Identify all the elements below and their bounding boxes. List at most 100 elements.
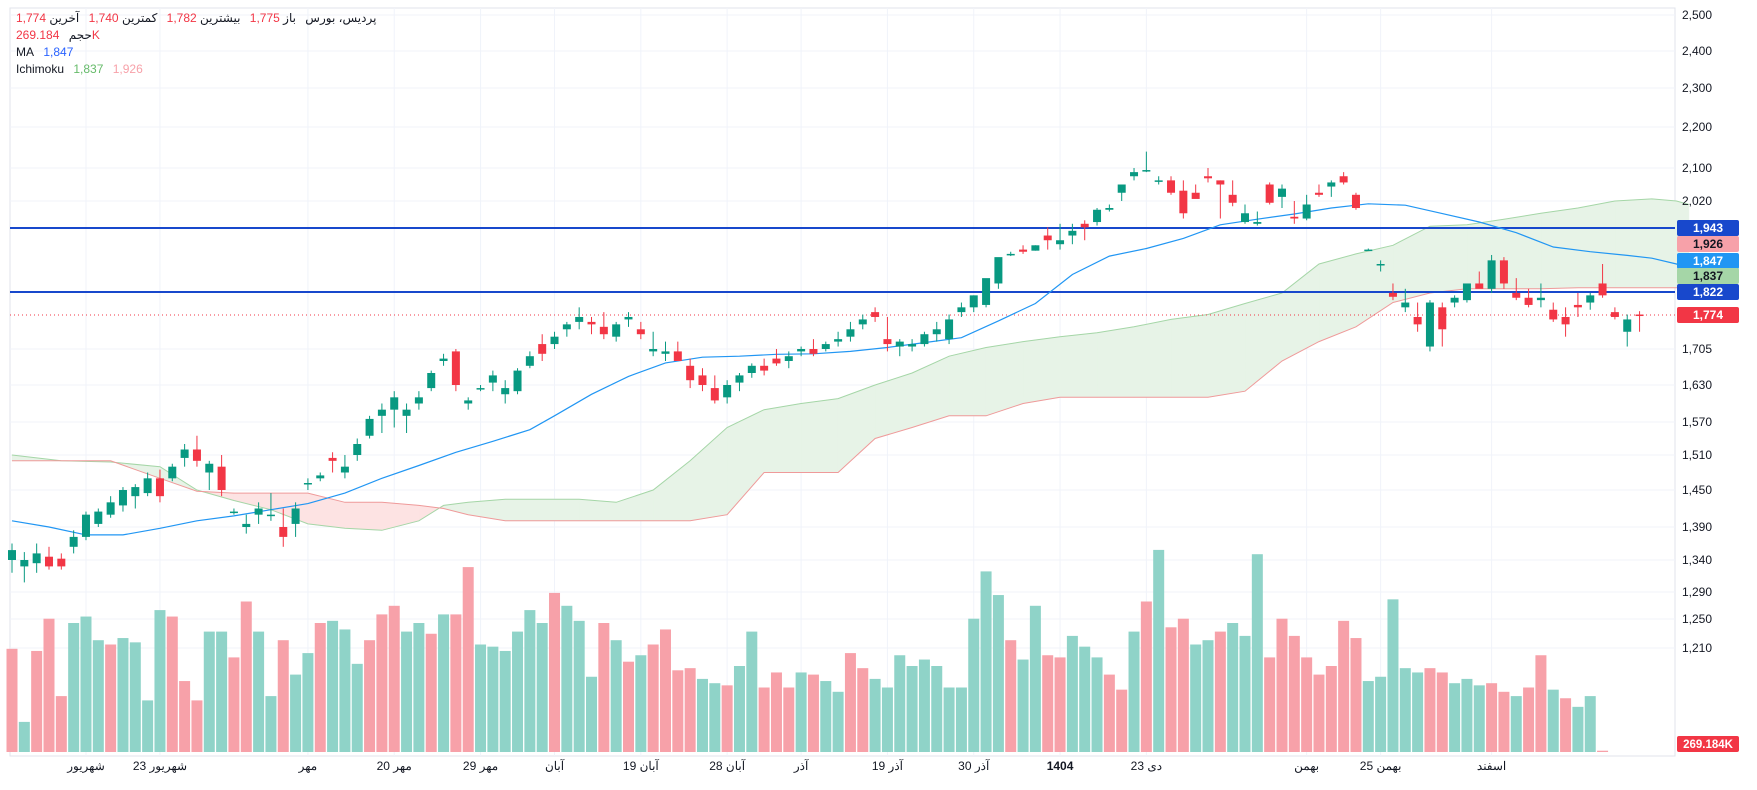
candle (328, 452, 337, 473)
candle (1586, 292, 1595, 310)
volume-bar (1510, 696, 1522, 752)
time-tick-label: بهمن (1294, 759, 1319, 773)
candle-body (464, 400, 473, 404)
legend-ichimoku-a: 1,837 (73, 62, 104, 76)
candle-body (612, 324, 621, 337)
volume-bar (746, 631, 758, 752)
price-badge-hline: 1,943 (1677, 220, 1739, 236)
volume-bar (931, 666, 943, 752)
candle-body (1093, 209, 1102, 223)
cloud-segment (1651, 198, 1677, 289)
candle-body (624, 316, 633, 320)
candle-body (1450, 297, 1459, 303)
volume-bar (438, 614, 450, 752)
candle-body (1573, 304, 1582, 308)
cloud-segment (1429, 224, 1468, 294)
candle-body (636, 329, 645, 335)
volume-bar (1165, 627, 1177, 752)
candle-body (1302, 204, 1311, 219)
candle (760, 358, 769, 376)
cloud-segment (344, 502, 383, 531)
volume-bar (1288, 635, 1300, 752)
candle (1327, 180, 1336, 197)
candle (279, 508, 288, 547)
candle (254, 502, 263, 524)
candle-body (1586, 295, 1595, 303)
time-tick-label: اسفند (1477, 759, 1506, 773)
candle (747, 363, 756, 378)
candle (846, 321, 855, 342)
volume-bar (1387, 599, 1399, 752)
cloud-segment (1614, 198, 1653, 289)
volume-bar (524, 610, 536, 752)
candle-body (1204, 176, 1213, 179)
candle (1475, 271, 1484, 289)
candle (932, 321, 941, 342)
volume-bar (1486, 683, 1498, 752)
volume-bar (1301, 657, 1313, 752)
candle (969, 295, 978, 313)
candle (180, 444, 189, 467)
volume-bar (844, 653, 856, 752)
candle-body (365, 418, 374, 436)
candle-body (254, 508, 263, 515)
candle-body (131, 487, 140, 497)
cloud-segment (985, 341, 1024, 417)
candle (784, 351, 793, 369)
candle-body (1130, 172, 1139, 177)
candle-body (439, 358, 448, 361)
volume-bar (659, 629, 671, 752)
legend-close: 1,774 (16, 11, 47, 25)
candle-body (1327, 182, 1336, 187)
volume-bar (1103, 674, 1115, 752)
volume-bar (1091, 657, 1103, 752)
candle (1401, 288, 1410, 313)
volume-bar (758, 687, 770, 752)
candle-body (673, 351, 682, 361)
legend-volume-row[interactable]: حجم 269.184K (16, 27, 376, 44)
legend-symbol[interactable]: پردیس، بورس (305, 11, 377, 25)
candle-body (242, 523, 251, 527)
candle (427, 370, 436, 392)
price-badge-bg (1677, 307, 1739, 323)
legend-ma-row[interactable]: MA 1,847 (16, 44, 376, 61)
price-badge-ma: 1,847 (1677, 253, 1739, 269)
volume-bar (1153, 549, 1165, 752)
candle-body (735, 375, 744, 383)
candle-body (1413, 316, 1422, 325)
volume-bar (253, 631, 265, 752)
candle-body (1487, 260, 1496, 289)
legend-ichimoku-row[interactable]: Ichimoku 1,837 1,926 (16, 61, 376, 78)
candle-body (908, 344, 917, 347)
candle-body (1512, 292, 1521, 298)
candle (316, 472, 325, 482)
candle-body (377, 409, 386, 416)
candle (513, 368, 522, 395)
candle (377, 403, 386, 433)
legend-ma-label: MA (16, 45, 34, 59)
candle-body (723, 385, 732, 398)
candle (562, 321, 571, 337)
volume-bar (992, 595, 1004, 752)
volume-bar (733, 666, 745, 752)
candle (353, 438, 362, 461)
volume-bar (1128, 631, 1140, 752)
volume-bar (549, 592, 561, 752)
volume-bar (55, 696, 67, 752)
volume-bar (1424, 668, 1436, 752)
time-tick-label: مهر (298, 759, 318, 773)
candle (1228, 180, 1237, 207)
candle-body (316, 475, 325, 479)
candle-body (1179, 190, 1188, 214)
volume-bar (68, 623, 80, 752)
volume-bar (623, 661, 634, 752)
candle (1019, 245, 1028, 254)
candle (1105, 204, 1114, 212)
candle-body (1499, 260, 1508, 284)
price-tick-label: 1,290 (1682, 585, 1712, 599)
volume-bar (351, 663, 363, 752)
candle (155, 469, 164, 503)
candle-body (599, 326, 608, 335)
candle (118, 487, 127, 512)
